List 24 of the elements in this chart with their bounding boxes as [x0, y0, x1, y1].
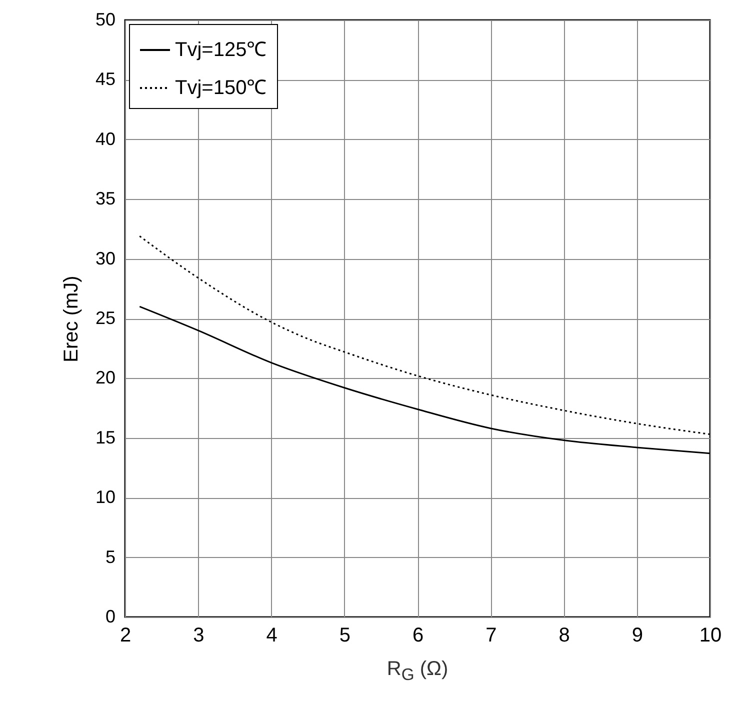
legend-label: Tvj=125℃	[175, 39, 267, 61]
y-tick-label: 25	[95, 308, 116, 328]
x-tick-label: 5	[339, 624, 350, 646]
x-tick-label: 3	[193, 624, 204, 646]
y-tick-label: 40	[95, 128, 116, 149]
x-tick-label: 10	[699, 624, 722, 646]
x-tick-label: 6	[412, 624, 424, 646]
x-tick-label: 7	[486, 624, 497, 646]
legend-label: Tvj=150℃	[175, 77, 267, 99]
y-tick-label: 35	[95, 188, 116, 209]
y-tick-label: 5	[105, 546, 116, 567]
y-tick-label: 20	[95, 368, 116, 388]
y-tick-label: 15	[95, 427, 116, 448]
y-tick-label: 10	[95, 487, 116, 508]
x-tick-label: 2	[120, 624, 132, 646]
x-tick-label: 8	[558, 624, 570, 646]
y-tick-label: 30	[95, 248, 116, 268]
y-tick-label: 45	[95, 69, 116, 90]
x-tick-label: 4	[266, 624, 278, 646]
y-tick-label: 50	[95, 10, 116, 30]
y-tick-label: 0	[105, 606, 116, 626]
y-axis-title: Erec (mJ)	[60, 276, 82, 362]
x-axis-title: R$_{G}$ (Ω)	[386, 658, 450, 685]
x-tick-label: 9	[632, 624, 643, 646]
